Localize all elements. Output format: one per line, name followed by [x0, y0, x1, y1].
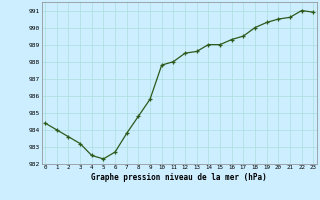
X-axis label: Graphe pression niveau de la mer (hPa): Graphe pression niveau de la mer (hPa) [91, 173, 267, 182]
